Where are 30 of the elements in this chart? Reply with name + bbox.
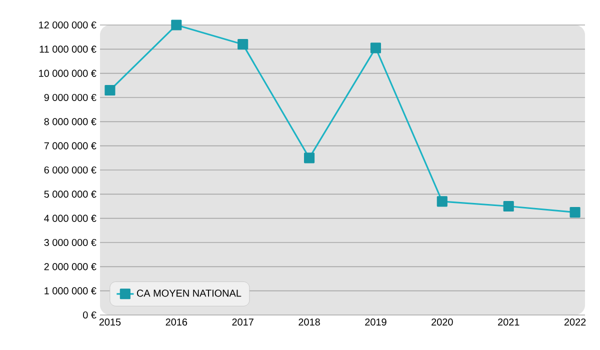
y-tick-label: 12 000 000 € [39, 21, 96, 29]
x-tick-label: 2016 [166, 318, 188, 326]
x-tick-label: 2018 [298, 318, 320, 326]
legend-label: CA MOYEN NATIONAL [136, 290, 242, 297]
y-tick-label: 6 000 000 € [44, 166, 96, 174]
y-tick-label: 8 000 000 € [44, 118, 96, 126]
x-tick-label: 2019 [365, 318, 386, 326]
y-tick-label: 9 000 000 € [44, 94, 96, 102]
y-tick-label: 10 000 000 € [39, 70, 96, 77]
point [304, 152, 315, 164]
y-tick-label: 7 000 000 € [44, 142, 96, 150]
y-tick-label: 5 000 000 € [44, 190, 96, 198]
x-tick-label: 2021 [498, 318, 520, 326]
point [503, 200, 514, 212]
y-tick-label: 1 000 000 € [44, 287, 96, 294]
y-tick-label: 3 000 000 € [44, 238, 96, 246]
x-tick-label: 2017 [232, 318, 254, 326]
point [570, 207, 580, 218]
point [370, 42, 382, 54]
x-tick-label: 2022 [564, 318, 586, 326]
point [238, 39, 248, 50]
y-tick-label: 2 000 000 € [44, 263, 96, 270]
point [104, 84, 116, 96]
y-tick-label: 4 000 000 € [44, 214, 96, 222]
x-tick-label: 2015 [99, 318, 121, 326]
y-tick-label: 11 000 000 € [40, 46, 96, 53]
point [436, 196, 448, 207]
x-tick-label: 2020 [432, 318, 453, 326]
point [171, 20, 182, 30]
y-tick-label: 0 € [83, 311, 96, 319]
